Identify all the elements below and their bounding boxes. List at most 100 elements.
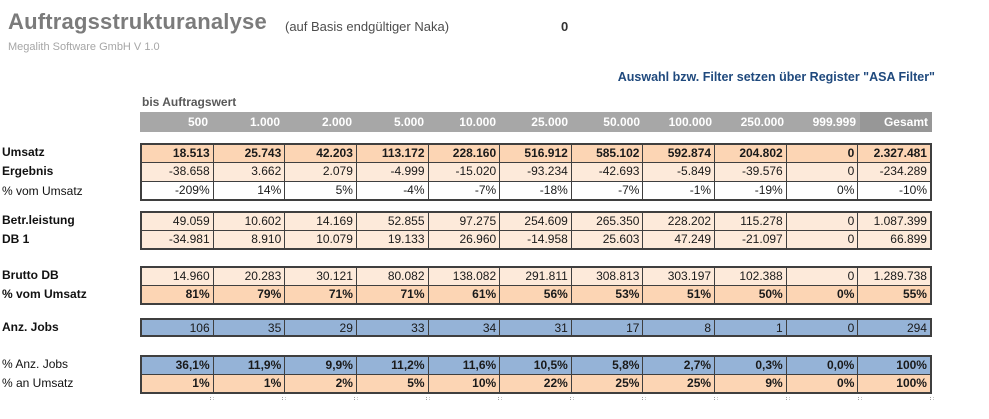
row-label[interactable]: Anz. Jobs — [2, 320, 59, 334]
data-cell[interactable]: 5,8% — [571, 357, 644, 375]
data-cell[interactable]: 55% — [858, 285, 930, 303]
data-cell[interactable]: 1% — [142, 374, 214, 392]
data-cell[interactable]: 19.133 — [356, 230, 429, 248]
data-cell[interactable]: 138.082 — [428, 268, 501, 286]
data-cell[interactable]: 106 — [142, 320, 214, 336]
data-cell[interactable]: 25.603 — [571, 230, 644, 248]
data-cell[interactable]: 102.388 — [715, 268, 787, 286]
header-cell-5.000[interactable]: 5.000 — [356, 112, 428, 132]
header-cell-2.000[interactable]: 2.000 — [284, 112, 356, 132]
row-label[interactable]: % vom Umsatz — [2, 287, 87, 302]
data-cell[interactable]: 71% — [356, 285, 429, 303]
data-cell[interactable]: 9% — [715, 374, 787, 392]
data-cell[interactable]: 14% — [213, 181, 286, 199]
data-cell[interactable]: 33 — [356, 320, 429, 336]
data-cell[interactable]: 10% — [428, 374, 501, 392]
data-cell[interactable]: 1.289.738 — [858, 268, 930, 286]
data-cell[interactable]: -19% — [715, 181, 787, 199]
data-cell[interactable]: 113.172 — [356, 145, 429, 164]
row-label[interactable]: % an Umsatz — [2, 376, 74, 391]
data-cell[interactable]: 25% — [571, 374, 644, 392]
data-cell[interactable]: -234.289 — [858, 163, 930, 182]
data-cell[interactable]: 9,9% — [285, 357, 357, 375]
header-cell-500[interactable]: 500 — [140, 112, 212, 132]
header-cell-100.000[interactable]: 100.000 — [644, 112, 716, 132]
data-cell[interactable]: 204.802 — [715, 145, 787, 164]
data-cell[interactable]: -4.999 — [356, 163, 429, 182]
data-cell[interactable]: 0 — [786, 213, 859, 231]
data-cell[interactable]: -1% — [643, 181, 716, 199]
data-cell[interactable]: 36,1% — [142, 357, 214, 375]
data-cell[interactable]: 17 — [571, 320, 644, 336]
data-cell[interactable]: 0% — [786, 181, 859, 199]
data-cell[interactable]: -39.576 — [715, 163, 787, 182]
data-cell[interactable]: 5% — [356, 374, 429, 392]
data-cell[interactable]: -14.958 — [500, 230, 572, 248]
header-cell-gesamt[interactable]: Gesamt — [860, 112, 932, 132]
data-cell[interactable]: 79% — [213, 285, 286, 303]
data-cell[interactable]: 2,7% — [643, 357, 716, 375]
data-cell[interactable]: 516.912 — [500, 145, 572, 164]
data-cell[interactable]: 1% — [213, 374, 286, 392]
data-cell[interactable]: 66.899 — [858, 230, 930, 248]
data-cell[interactable]: 81% — [142, 285, 214, 303]
data-cell[interactable]: -7% — [428, 181, 501, 199]
data-cell[interactable]: 25.743 — [213, 145, 286, 164]
row-label[interactable]: % vom Umsatz — [2, 183, 83, 198]
data-cell[interactable]: -42.693 — [571, 163, 644, 182]
data-cell[interactable]: 25% — [643, 374, 716, 392]
data-cell[interactable]: 49.059 — [142, 213, 214, 231]
data-cell[interactable]: 0 — [786, 163, 859, 182]
header-cell-10.000[interactable]: 10.000 — [428, 112, 500, 132]
data-cell[interactable]: 228.202 — [643, 213, 716, 231]
data-cell[interactable]: -21.097 — [715, 230, 787, 248]
header-cell-999.999[interactable]: 999.999 — [788, 112, 860, 132]
data-cell[interactable]: 0 — [786, 268, 859, 286]
data-cell[interactable]: 0 — [786, 145, 859, 164]
data-cell[interactable]: 53% — [571, 285, 644, 303]
data-cell[interactable]: 308.813 — [571, 268, 644, 286]
data-cell[interactable]: 5% — [285, 181, 357, 199]
data-cell[interactable]: 22% — [500, 374, 572, 392]
data-cell[interactable]: 35 — [213, 320, 286, 336]
header-cell-25.000[interactable]: 25.000 — [500, 112, 572, 132]
data-cell[interactable]: 265.350 — [571, 213, 644, 231]
header-cell-1.000[interactable]: 1.000 — [212, 112, 284, 132]
data-cell[interactable]: -4% — [356, 181, 429, 199]
data-cell[interactable]: 1 — [715, 320, 787, 336]
data-cell[interactable]: 97.275 — [428, 213, 501, 231]
data-cell[interactable]: 47.249 — [643, 230, 716, 248]
data-cell[interactable]: -209% — [142, 181, 214, 199]
data-cell[interactable]: 10.602 — [213, 213, 286, 231]
data-cell[interactable]: 294 — [858, 320, 930, 336]
data-cell[interactable]: 14.960 — [142, 268, 214, 286]
data-cell[interactable]: 14.169 — [285, 213, 357, 231]
data-cell[interactable]: 0 — [786, 320, 859, 336]
data-cell[interactable]: 11,2% — [356, 357, 429, 375]
data-cell[interactable]: 303.197 — [643, 268, 716, 286]
data-cell[interactable]: -10% — [858, 181, 930, 199]
data-cell[interactable]: 0,0% — [786, 357, 859, 375]
data-cell[interactable]: 30.121 — [285, 268, 357, 286]
header-cell-50.000[interactable]: 50.000 — [572, 112, 644, 132]
data-cell[interactable]: 254.609 — [500, 213, 572, 231]
data-cell[interactable]: 52.855 — [356, 213, 429, 231]
data-cell[interactable]: -18% — [500, 181, 572, 199]
data-cell[interactable]: 0% — [786, 374, 859, 392]
data-cell[interactable]: 11,6% — [428, 357, 501, 375]
data-cell[interactable]: 228.160 — [428, 145, 501, 164]
data-cell[interactable]: 10,5% — [500, 357, 572, 375]
data-cell[interactable]: 71% — [285, 285, 357, 303]
row-label[interactable]: Betr.leistung — [2, 213, 75, 227]
row-label[interactable]: Umsatz — [2, 145, 45, 159]
data-cell[interactable]: 1.087.399 — [858, 213, 930, 231]
data-cell[interactable]: 80.082 — [356, 268, 429, 286]
data-cell[interactable]: 56% — [500, 285, 572, 303]
data-cell[interactable]: 61% — [428, 285, 501, 303]
data-cell[interactable]: -93.234 — [500, 163, 572, 182]
data-cell[interactable]: -38.658 — [142, 163, 214, 182]
data-cell[interactable]: 10.079 — [285, 230, 357, 248]
data-cell[interactable]: 115.278 — [715, 213, 787, 231]
data-cell[interactable]: 3.662 — [213, 163, 286, 182]
row-label[interactable]: Brutto DB — [2, 268, 59, 282]
